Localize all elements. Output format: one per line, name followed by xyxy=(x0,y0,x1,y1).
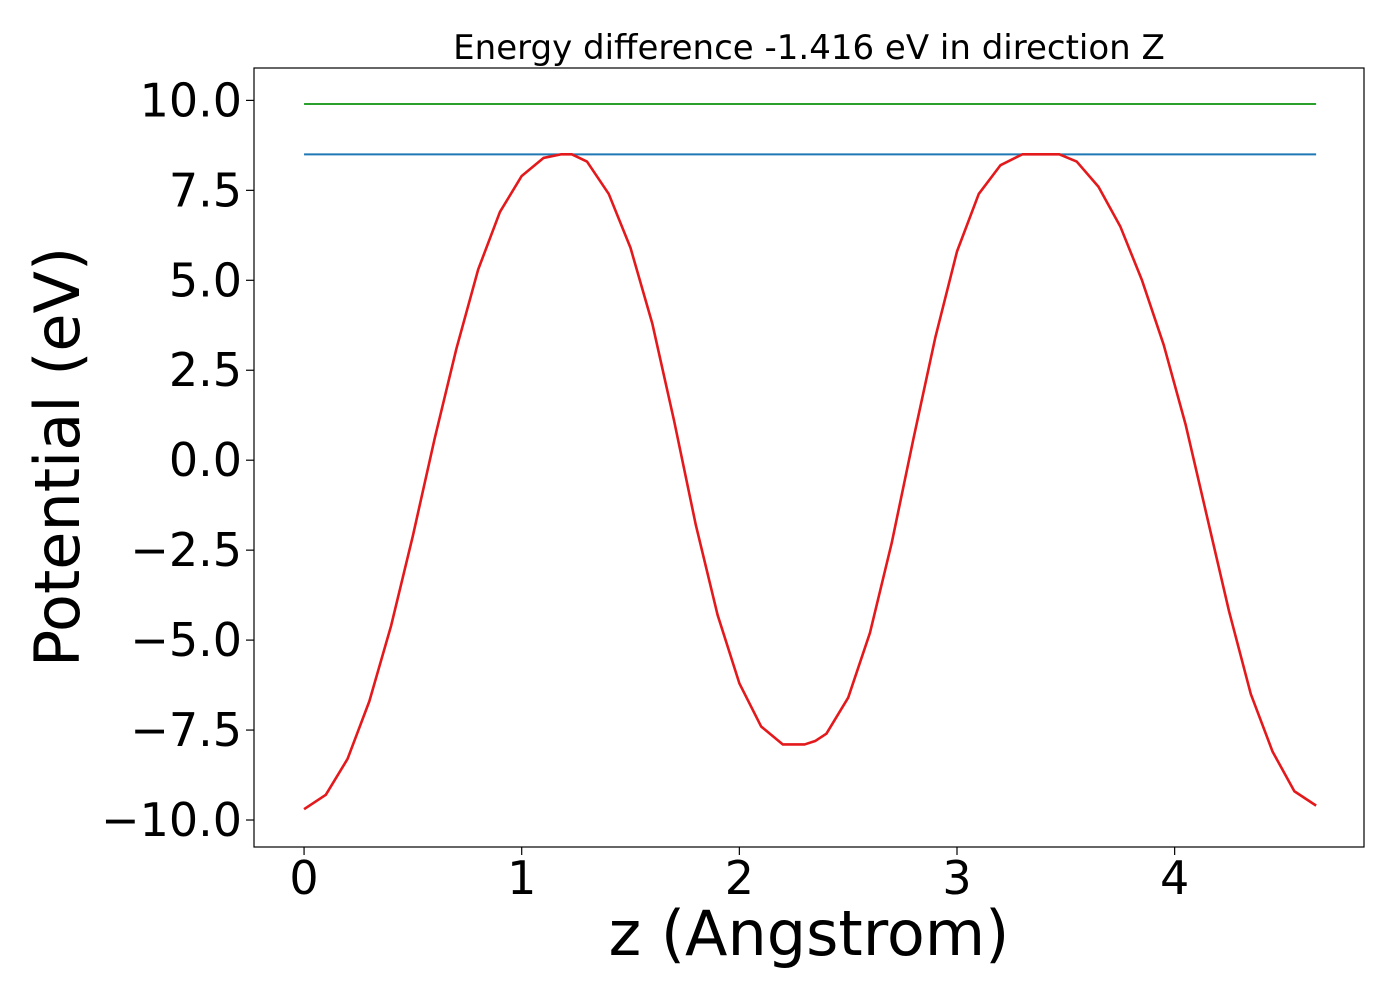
y-axis-label: Potential (eV) xyxy=(21,247,94,667)
y-tick-label: −2.5 xyxy=(130,523,242,577)
chart-title: Energy difference -1.416 eV in direction… xyxy=(453,28,1165,68)
x-tick-label: 1 xyxy=(507,851,536,905)
x-axis-ticks: 0 1 2 3 4 xyxy=(289,847,1189,905)
x-tick-label: 3 xyxy=(942,851,971,905)
x-tick-label: 4 xyxy=(1160,851,1189,905)
series-layer xyxy=(303,102,1317,811)
y-axis-ticks: 10.0 7.5 5.0 2.5 0.0 −2.5 −5.0 −7.5 −10.0 xyxy=(101,73,254,847)
potential-series-line xyxy=(303,153,1317,811)
y-tick-label: −7.5 xyxy=(130,703,242,757)
plot-area-frame xyxy=(253,67,1365,848)
y-tick-label: 0.0 xyxy=(169,433,242,487)
x-axis-label: z (Angstrom) xyxy=(609,897,1010,970)
y-tick-label: −10.0 xyxy=(101,793,242,847)
y-tick-label: 2.5 xyxy=(169,343,242,397)
y-tick-label: −5.0 xyxy=(130,613,242,667)
y-tick-label: 7.5 xyxy=(169,163,242,217)
x-tick-label: 0 xyxy=(289,851,318,905)
y-tick-label: 5.0 xyxy=(169,253,242,307)
x-tick-label: 2 xyxy=(725,851,754,905)
y-tick-label: 10.0 xyxy=(140,73,242,127)
